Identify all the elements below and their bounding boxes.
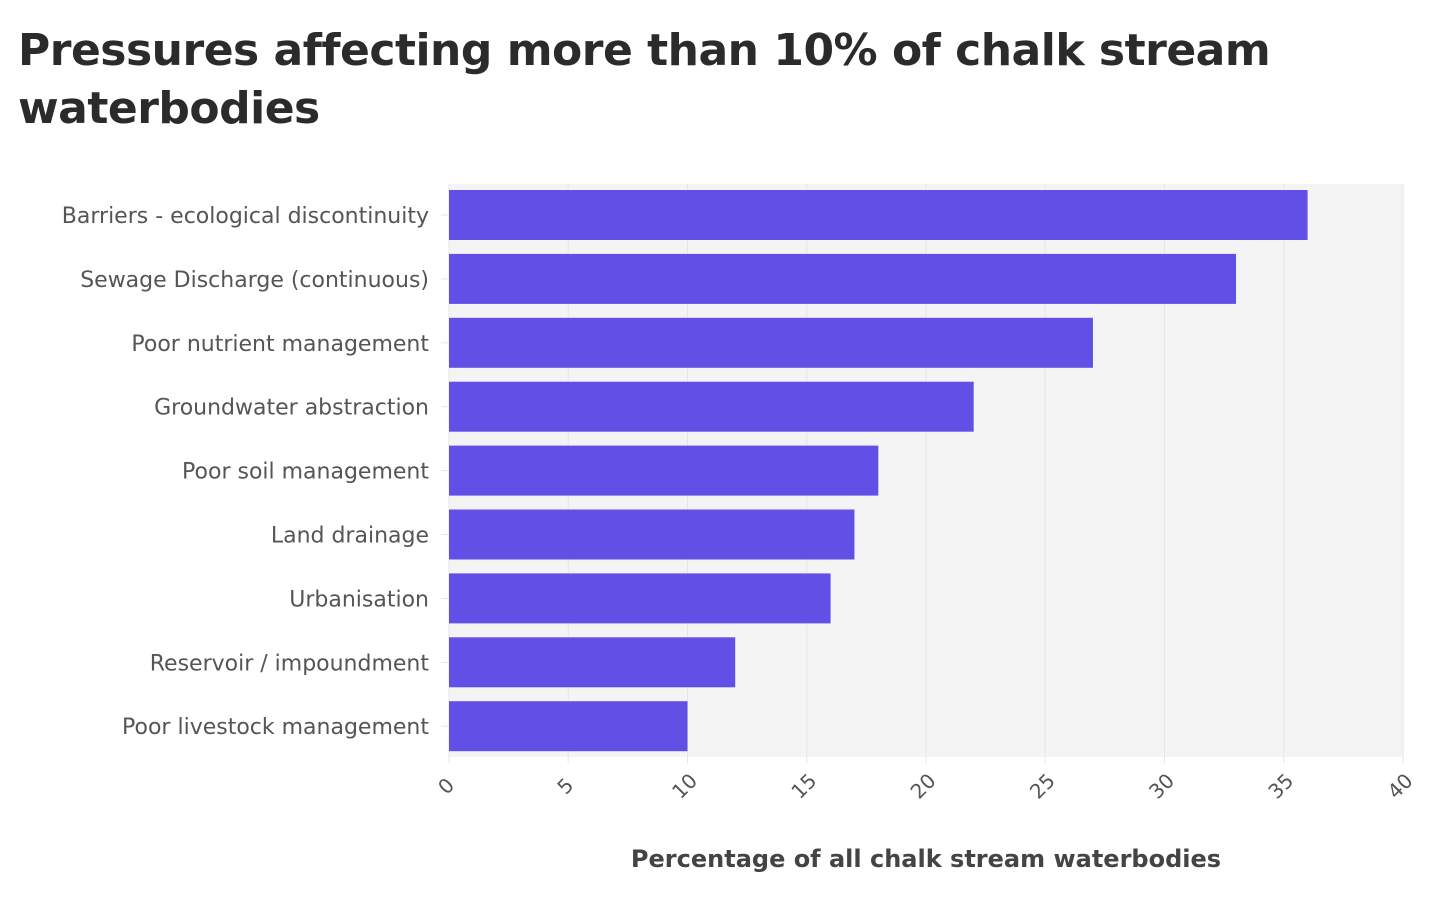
x-tick-label: 35 (1263, 769, 1298, 804)
bar (449, 701, 688, 752)
x-tick-label: 30 (1144, 769, 1179, 804)
x-axis-title: Percentage of all chalk stream waterbodi… (631, 845, 1221, 873)
category-label: Urbanisation (289, 587, 429, 612)
bar (449, 317, 1093, 368)
category-label: Groundwater abstraction (154, 396, 429, 421)
category-label: Reservoir / impoundment (150, 651, 430, 676)
bar (449, 573, 831, 624)
x-tick-label: 15 (786, 769, 821, 804)
x-tick-label: 5 (552, 773, 578, 799)
x-tick-label: 0 (433, 773, 459, 799)
bar (449, 509, 855, 560)
category-label: Sewage Discharge (continuous) (80, 268, 429, 293)
bars (449, 190, 1308, 752)
category-label: Poor soil management (182, 460, 429, 485)
bar (449, 381, 974, 432)
category-label: Land drainage (271, 524, 429, 549)
chart-title: Pressures affecting more than 10% of cha… (18, 25, 1271, 134)
x-tick-label: 20 (906, 769, 941, 804)
x-tick-labels: 0 5 10 15 20 25 30 35 40 (433, 769, 1417, 804)
category-label: Poor livestock management (122, 715, 429, 740)
category-label: Poor nutrient management (131, 332, 429, 357)
x-tick-label: 25 (1025, 769, 1060, 804)
bar (449, 190, 1308, 240)
category-label: Barriers - ecological discontinuity (62, 204, 429, 229)
bar (449, 637, 736, 688)
bar (449, 445, 879, 496)
x-tick-label: 40 (1383, 769, 1418, 804)
category-labels: Barriers - ecological discontinuity Sewag… (62, 204, 449, 740)
bar (449, 253, 1237, 304)
x-tick-label: 10 (667, 769, 702, 804)
